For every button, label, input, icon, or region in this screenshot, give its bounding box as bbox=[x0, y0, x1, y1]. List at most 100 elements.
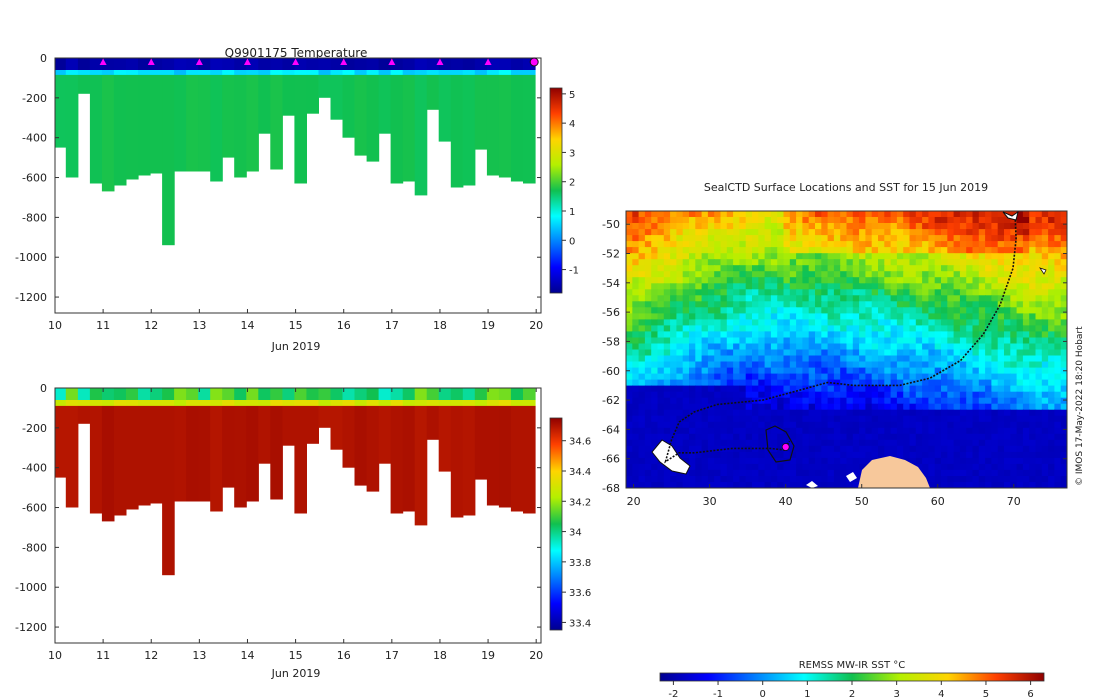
profile-cell bbox=[462, 58, 476, 70]
x-tick-label: 12 bbox=[144, 319, 158, 332]
sst-cell bbox=[726, 476, 734, 483]
sst-cell bbox=[676, 319, 684, 327]
sst-cell bbox=[644, 421, 652, 429]
sst-cell bbox=[682, 265, 690, 272]
sst-cell bbox=[777, 325, 785, 333]
sst-cell bbox=[1054, 343, 1062, 351]
x-tick-label: 15 bbox=[289, 319, 303, 332]
sst-cell bbox=[821, 295, 829, 302]
sst-cell bbox=[1010, 301, 1018, 308]
sst-cell bbox=[695, 385, 703, 393]
sst-cell bbox=[764, 355, 772, 363]
sst-cell bbox=[846, 463, 854, 471]
sst-cell bbox=[802, 457, 810, 465]
sst-cell bbox=[928, 301, 936, 308]
sst-cell bbox=[985, 223, 993, 230]
sst-cell bbox=[840, 373, 848, 381]
sst-cell bbox=[764, 451, 772, 459]
sst-cell bbox=[701, 223, 709, 230]
sst-cell bbox=[966, 469, 974, 477]
sst-cell bbox=[644, 367, 652, 375]
sst-cell bbox=[890, 379, 898, 387]
sst-cell bbox=[978, 307, 986, 314]
sst-cell bbox=[745, 361, 753, 369]
sst-cell bbox=[941, 331, 948, 339]
sst-cell bbox=[1022, 421, 1030, 429]
profile-cell bbox=[65, 74, 79, 178]
colorbar-tick-label: 33.4 bbox=[569, 618, 591, 629]
sst-cell bbox=[1004, 325, 1011, 333]
sst-cell bbox=[745, 253, 753, 260]
sst-cell bbox=[815, 469, 822, 477]
sst-cell bbox=[758, 361, 766, 369]
sst-cell bbox=[972, 373, 980, 381]
sst-cell bbox=[903, 229, 911, 236]
sst-cell bbox=[632, 445, 640, 453]
sst-cell bbox=[1016, 355, 1024, 363]
sst-cell bbox=[928, 319, 936, 327]
sst-cell bbox=[752, 403, 759, 411]
sst-cell bbox=[663, 295, 671, 302]
sst-cell bbox=[985, 211, 993, 218]
sst-cell bbox=[928, 265, 936, 272]
sst-cell bbox=[726, 361, 734, 369]
sst-cell bbox=[1035, 367, 1043, 375]
sst-cell bbox=[978, 463, 986, 471]
sst-cell bbox=[689, 289, 696, 296]
sst-cell bbox=[903, 289, 911, 296]
sst-cell bbox=[878, 361, 885, 369]
sst-cell bbox=[928, 476, 936, 483]
sst-cell bbox=[1029, 289, 1037, 296]
sst-cell bbox=[890, 307, 898, 314]
sst-cell bbox=[720, 259, 728, 266]
profile-cell bbox=[330, 70, 344, 75]
sst-cell bbox=[941, 265, 948, 272]
sst-cell bbox=[695, 433, 703, 441]
sst-cell bbox=[815, 301, 822, 308]
sst-cell bbox=[644, 379, 652, 387]
sst-cell bbox=[991, 283, 999, 290]
sst-cell bbox=[789, 319, 797, 327]
profile-cell bbox=[222, 405, 235, 488]
sst-cell bbox=[720, 265, 728, 272]
sst-cell bbox=[726, 265, 734, 272]
sst-cell bbox=[1041, 457, 1049, 465]
profile-cell bbox=[258, 388, 271, 400]
sst-cell bbox=[852, 307, 860, 314]
sst-cell bbox=[770, 409, 778, 417]
sst-cell bbox=[720, 241, 728, 248]
sst-cell bbox=[852, 223, 860, 230]
sst-cell bbox=[789, 301, 797, 308]
sst-cell bbox=[1060, 373, 1067, 381]
sst-cell bbox=[745, 313, 753, 321]
sst-cell bbox=[890, 361, 898, 369]
sst-cell bbox=[726, 301, 734, 308]
sst-cell bbox=[739, 271, 747, 278]
sst-cell bbox=[1054, 313, 1062, 321]
sst-cell bbox=[626, 349, 633, 357]
sst-cell bbox=[815, 349, 822, 357]
sst-cell bbox=[707, 421, 715, 429]
sst-field bbox=[626, 211, 1067, 488]
sst-cell bbox=[733, 277, 741, 284]
sst-cell bbox=[852, 415, 860, 423]
sst-cell bbox=[896, 331, 904, 339]
sst-cell bbox=[884, 397, 892, 405]
sst-cell bbox=[802, 439, 810, 447]
sst-cell bbox=[752, 433, 759, 441]
sst-cell bbox=[985, 433, 993, 441]
sst-cell bbox=[840, 433, 848, 441]
sst-cell bbox=[682, 355, 690, 363]
sst-cell bbox=[726, 379, 734, 387]
sst-cell bbox=[1022, 403, 1030, 411]
sst-cell bbox=[777, 439, 785, 447]
sst-cell bbox=[1048, 349, 1056, 357]
sst-cell bbox=[733, 325, 741, 333]
sst-cell bbox=[815, 271, 822, 278]
sst-cell bbox=[978, 283, 986, 290]
sst-cell bbox=[1010, 379, 1018, 387]
sst-cell bbox=[651, 247, 659, 254]
sst-cell bbox=[1010, 373, 1018, 381]
sst-cell bbox=[959, 265, 967, 272]
